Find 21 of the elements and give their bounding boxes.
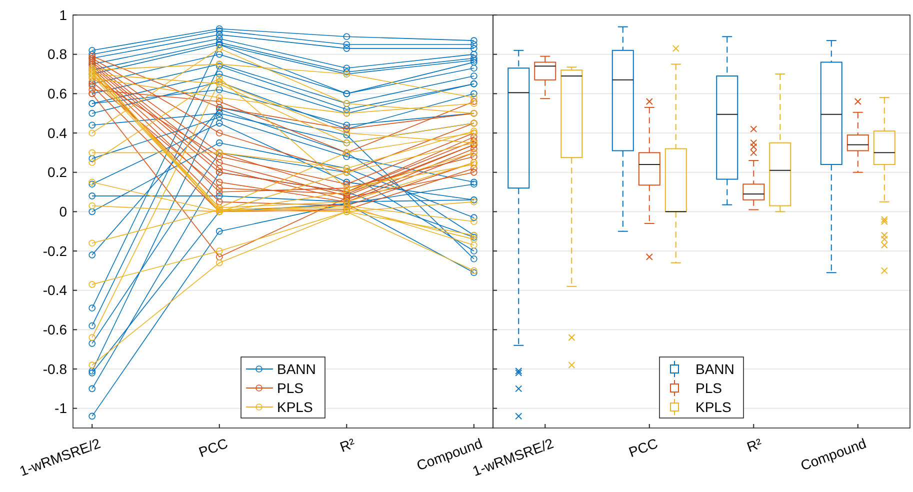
x-tick-label: PCC	[196, 434, 230, 460]
x-tick-label: PCC	[626, 434, 660, 460]
y-tick-label: 0	[59, 204, 68, 220]
y-tick-label: 0.6	[48, 86, 68, 102]
y-tick-label: 0.8	[48, 46, 68, 62]
y-tick-label: -1	[54, 400, 68, 416]
y-tick-label: -0.6	[42, 322, 68, 338]
legend-label: KPLS	[696, 399, 732, 415]
y-tick-label: 0.2	[48, 164, 68, 180]
y-tick-label: 1	[59, 6, 68, 23]
y-tick-label: 0.4	[48, 124, 68, 141]
x-tick-label: R²	[744, 434, 764, 456]
x-tick-label: R²	[338, 434, 358, 456]
legend-label: BANN	[277, 361, 316, 377]
legend-label: PLS	[696, 380, 722, 396]
y-tick-label: -0.2	[42, 242, 68, 259]
legend-label: BANN	[696, 361, 734, 377]
y-tick-label: -0.4	[42, 282, 68, 298]
legend-label: KPLS	[277, 399, 313, 415]
legend-label: PLS	[277, 380, 304, 396]
y-tick-label: -0.8	[42, 360, 68, 377]
